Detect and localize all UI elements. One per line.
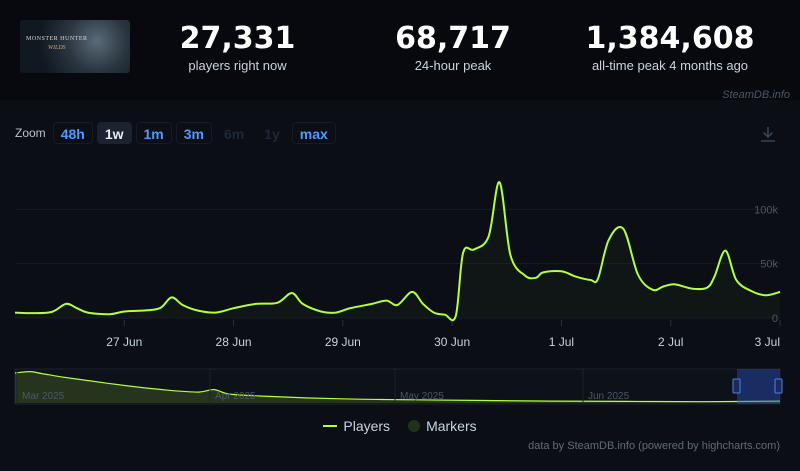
- stat-label: players right now: [188, 58, 287, 73]
- y-tick-label: 50k: [760, 259, 778, 271]
- stat-players-now: 27,331 players right now: [165, 21, 310, 74]
- navigator-tick-label: Apr 2025: [215, 391, 256, 402]
- navigator-selection[interactable]: [737, 369, 780, 404]
- game-thumbnail[interactable]: MONSTER HUNTER WILDS: [20, 20, 130, 73]
- y-tick-label: 100k: [754, 204, 778, 216]
- stat-all-time-peak: 1,384,608 all-time peak 4 months ago: [580, 21, 760, 74]
- x-tick-label: 28 Jun: [216, 335, 252, 349]
- zoom-3m-button[interactable]: 3m: [175, 122, 212, 144]
- stat-24h-peak: 68,717 24-hour peak: [383, 21, 523, 74]
- markers-dot-icon: [408, 420, 421, 432]
- navigator-tick-label: May 2025: [400, 391, 444, 402]
- legend-markers[interactable]: Markers: [408, 418, 477, 434]
- zoom-label: Zoom: [15, 126, 46, 140]
- stat-value: 68,717: [395, 21, 511, 56]
- chart-legend: Players Markers: [0, 418, 800, 434]
- navigator[interactable]: Mar 2025 Apr 2025 May 2025 Jun 2025: [14, 368, 783, 405]
- y-tick-label: 0: [772, 313, 778, 325]
- navigator-handle-left[interactable]: [732, 378, 741, 394]
- game-title-line1: MONSTER HUNTER: [26, 36, 88, 42]
- legend-players[interactable]: Players: [323, 418, 390, 434]
- stat-label: 24-hour peak: [414, 58, 492, 73]
- zoom-max-button[interactable]: max: [291, 122, 336, 144]
- players-series-area: [15, 182, 780, 320]
- stats-header: MONSTER HUNTER WILDS 27,331 players righ…: [0, 0, 800, 100]
- stat-label: all-time peak 4 months ago: [591, 58, 749, 73]
- navigator-line: [14, 370, 781, 403]
- stat-value: 1,384,608: [585, 21, 755, 56]
- zoom-1y-button: 1y: [256, 122, 288, 144]
- game-title-line2: WILDS: [48, 45, 66, 51]
- legend-players-label: Players: [343, 418, 391, 434]
- zoom-1w-button[interactable]: 1w: [96, 122, 132, 144]
- steamdb-credit[interactable]: SteamDB.info: [722, 89, 790, 101]
- players-series-line[interactable]: [14, 181, 781, 322]
- chart-credit[interactable]: data by SteamDB.info (powered by highcha…: [528, 440, 780, 452]
- zoom-48h-button[interactable]: 48h: [52, 122, 93, 144]
- zoom-6m-button: 6m: [215, 122, 253, 144]
- x-tick-label: 3 Jul: [755, 335, 780, 349]
- x-tick-label: 1 Jul: [549, 335, 574, 349]
- x-tick-label: 27 Jun: [106, 335, 142, 349]
- stat-value: 27,331: [179, 21, 296, 56]
- zoom-bar: Zoom 48h 1w 1m 3m 6m 1y max: [15, 121, 340, 145]
- navigator-handle-right[interactable]: [774, 378, 783, 394]
- navigator-area: [15, 371, 780, 403]
- x-tick-label: 29 Jun: [325, 335, 361, 349]
- players-line-icon: [323, 425, 338, 427]
- zoom-1m-button[interactable]: 1m: [135, 122, 172, 144]
- download-icon[interactable]: [758, 124, 778, 146]
- x-tick-label: 2 Jul: [658, 335, 683, 349]
- navigator-tick-label: Jun 2025: [588, 391, 630, 402]
- x-tick-label: 30 Jun: [434, 335, 470, 349]
- navigator-tick-label: Mar 2025: [22, 391, 65, 402]
- legend-markers-label: Markers: [426, 418, 477, 434]
